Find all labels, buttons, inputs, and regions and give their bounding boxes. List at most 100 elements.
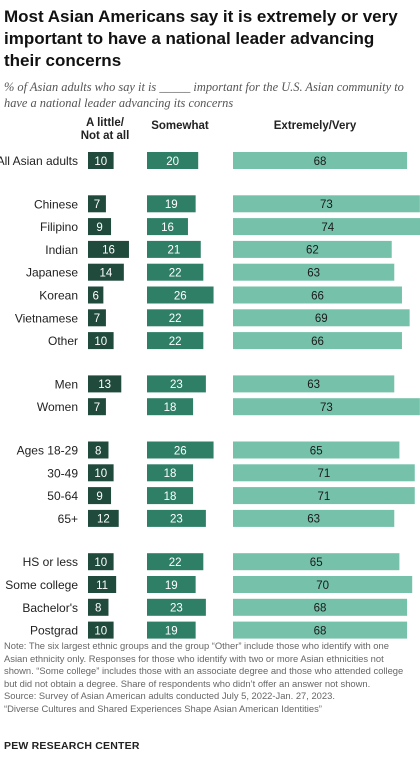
- bar-extremely: [233, 375, 395, 393]
- bar-value-label: 73: [320, 402, 333, 414]
- row-label: 30-49: [47, 466, 78, 480]
- bar-little: [88, 152, 114, 169]
- bar-somewhat: [147, 487, 194, 505]
- bar-extremely: [233, 576, 413, 593]
- bar-value-label: 26: [174, 445, 187, 457]
- bar-extremely: [233, 441, 400, 459]
- bar-value-label: 9: [96, 491, 102, 503]
- bar-value-label: 68: [314, 625, 327, 637]
- bar-value-label: 71: [317, 491, 330, 503]
- bar-value-label: 21: [167, 245, 180, 257]
- bar-value-label: 13: [98, 379, 111, 391]
- bar-value-label: 19: [165, 625, 178, 637]
- bar-little: [88, 509, 119, 527]
- bar-value-label: 19: [165, 199, 178, 211]
- bar-somewhat: [147, 332, 204, 350]
- row-label: Chinese: [34, 197, 78, 211]
- bar-extremely: [233, 286, 402, 304]
- bar-value-label: 11: [96, 580, 108, 592]
- bar-value-label: 18: [164, 468, 177, 480]
- bar-value-label: 10: [94, 336, 107, 348]
- bar-value-label: 68: [314, 603, 327, 615]
- bar-somewhat: [147, 441, 214, 459]
- bar-extremely: [233, 240, 392, 258]
- bar-value-label: 68: [314, 156, 327, 168]
- row-label: Men: [55, 377, 78, 391]
- bar-extremely: [233, 398, 420, 416]
- bar-somewhat: [147, 218, 188, 236]
- row-label: Postgrad: [30, 624, 78, 638]
- bar-little: [88, 621, 114, 639]
- column-header-little: A little/ Not at all: [80, 117, 130, 143]
- bar-little: [88, 553, 114, 571]
- bar-value-label: 23: [170, 379, 183, 391]
- bar-somewhat: [147, 553, 204, 571]
- chart-title: Most Asian Americans say it is extremely…: [4, 7, 398, 70]
- bar-little: [88, 195, 106, 213]
- row-label: 50-64: [47, 489, 78, 503]
- bar-somewhat: [147, 195, 196, 213]
- row-label: HS or less: [23, 555, 78, 569]
- bar-value-label: 18: [164, 402, 177, 414]
- bar-value-label: 12: [97, 514, 110, 526]
- bar-value-label: 8: [95, 445, 101, 457]
- bar-value-label: 10: [94, 468, 107, 480]
- bar-somewhat: [147, 621, 196, 639]
- bar-extremely: [233, 263, 395, 281]
- pew-logo-text: PEW RESEARCH CENTER: [4, 740, 140, 752]
- row-label: Vietnamese: [15, 311, 78, 325]
- bar-value-label: 9: [96, 222, 102, 234]
- bar-value-label: 7: [94, 402, 100, 414]
- bar-value-label: 16: [102, 245, 115, 257]
- bar-value-label: 20: [166, 156, 179, 168]
- bar-value-label: 66: [311, 290, 324, 302]
- row-label: Women: [37, 400, 78, 414]
- chart-subtitle: % of Asian adults who say it is _____ im…: [4, 80, 404, 110]
- bar-value-label: 10: [94, 557, 107, 569]
- bar-somewhat: [147, 598, 206, 616]
- bar-extremely: [233, 464, 415, 482]
- row-label: Japanese: [26, 266, 78, 280]
- bar-somewhat: [147, 263, 204, 281]
- row-label: Bachelor's: [22, 601, 78, 615]
- bar-value-label: 65: [310, 557, 323, 569]
- bar-somewhat: [147, 576, 196, 593]
- bar-somewhat: [147, 286, 214, 304]
- bar-somewhat: [147, 309, 204, 327]
- column-header-little-line1: A little/: [86, 117, 124, 129]
- bar-value-label: 73: [320, 199, 333, 211]
- bar-value-label: 69: [315, 313, 328, 325]
- bar-little: [88, 332, 114, 350]
- bar-value-label: 63: [307, 514, 320, 526]
- bar-value-label: 62: [306, 245, 319, 257]
- bar-somewhat: [147, 509, 206, 527]
- bar-value-label: 14: [100, 268, 113, 280]
- bar-value-label: 7: [94, 199, 100, 211]
- bar-extremely: [233, 218, 420, 236]
- bar-somewhat: [147, 375, 206, 393]
- bar-value-label: 70: [316, 580, 329, 592]
- footnote: Note: The six largest ethnic groups and …: [4, 640, 414, 716]
- bar-little: [88, 464, 114, 482]
- row-label: Filipino: [40, 220, 78, 234]
- bar-somewhat: [147, 464, 194, 482]
- bar-little: [88, 309, 106, 327]
- bar-value-label: 10: [94, 156, 107, 168]
- bar-value-label: 7: [94, 313, 100, 325]
- bar-value-label: 65: [310, 445, 323, 457]
- bar-extremely: [233, 195, 420, 213]
- column-header-somewhat: Somewhat: [151, 120, 209, 132]
- bar-value-label: 22: [169, 268, 182, 280]
- bar-little: [88, 218, 112, 236]
- bar-value-label: 22: [169, 313, 182, 325]
- column-header-little-line2: Not at all: [80, 130, 130, 142]
- bar-extremely: [233, 553, 400, 571]
- bar-value-label: 6: [92, 290, 98, 302]
- row-label: Indian: [45, 243, 78, 257]
- row-label: Some college: [5, 578, 78, 592]
- bar-value-label: 23: [170, 514, 183, 526]
- bar-extremely: [233, 621, 408, 639]
- bar-value-label: 22: [169, 557, 182, 569]
- bar-value-label: 74: [321, 222, 334, 234]
